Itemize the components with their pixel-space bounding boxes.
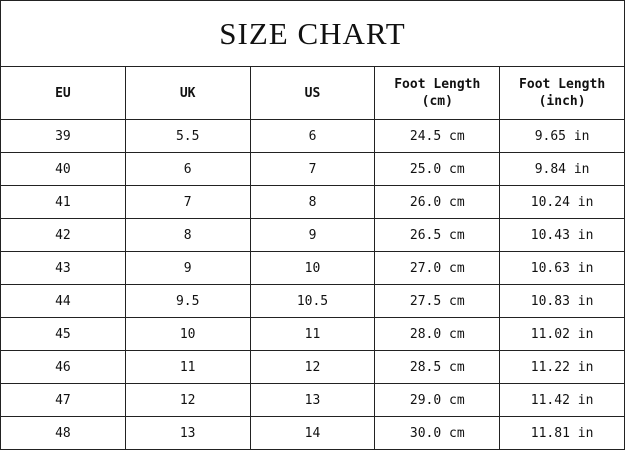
table-cell: 11 bbox=[249, 317, 376, 351]
table-cell: 39 bbox=[0, 119, 126, 153]
table-cell: 10.63 in bbox=[499, 251, 625, 285]
table-row: 46 11 12 28.5 cm 11.22 in bbox=[0, 350, 625, 384]
column-header: Foot Length (cm) bbox=[374, 66, 501, 120]
table-cell: 10.43 in bbox=[499, 218, 625, 252]
table-cell: 6 bbox=[249, 119, 376, 153]
table-cell: 8 bbox=[249, 185, 376, 219]
table-cell: 11 bbox=[124, 350, 251, 384]
header-line1: US bbox=[304, 85, 321, 101]
table-cell: 27.0 cm bbox=[374, 251, 501, 285]
table-cell: 11.02 in bbox=[499, 317, 625, 351]
table-cell: 10 bbox=[249, 251, 376, 285]
table-cell: 14 bbox=[249, 416, 376, 450]
table-cell: 11.81 in bbox=[499, 416, 625, 450]
table-cell: 13 bbox=[249, 383, 376, 417]
table-row: 39 5.5 6 24.5 cm 9.65 in bbox=[0, 119, 625, 153]
table-cell: 5.5 bbox=[124, 119, 251, 153]
table-cell: 12 bbox=[249, 350, 376, 384]
table-row: 47 12 13 29.0 cm 11.42 in bbox=[0, 383, 625, 417]
table-cell: 9 bbox=[249, 218, 376, 252]
table-cell: 8 bbox=[124, 218, 251, 252]
header-line2: (cm) bbox=[421, 94, 453, 109]
table-cell: 11.42 in bbox=[499, 383, 625, 417]
column-header: UK bbox=[124, 66, 251, 120]
table-cell: 42 bbox=[0, 218, 126, 252]
table-cell: 10.24 in bbox=[499, 185, 625, 219]
table-row: 40 6 7 25.0 cm 9.84 in bbox=[0, 152, 625, 186]
table-body: 39 5.5 6 24.5 cm 9.65 in 40 6 7 25.0 cm 9.84 in 41… bbox=[0, 119, 625, 450]
table-cell: 9 bbox=[124, 251, 251, 285]
table-row: 43 9 10 27.0 cm 10.63 in bbox=[0, 251, 625, 285]
table-row: 45 10 11 28.0 cm 11.02 in bbox=[0, 317, 625, 351]
table-cell: 44 bbox=[0, 284, 126, 318]
table-cell: 27.5 cm bbox=[374, 284, 501, 318]
table-cell: 30.0 cm bbox=[374, 416, 501, 450]
table-cell: 7 bbox=[249, 152, 376, 186]
table-cell: 11.22 in bbox=[499, 350, 625, 384]
table-cell: 6 bbox=[124, 152, 251, 186]
header-line1: EU bbox=[55, 85, 71, 101]
table-cell: 28.5 cm bbox=[374, 350, 501, 384]
table-cell: 46 bbox=[0, 350, 126, 384]
table-cell: 10.5 bbox=[249, 284, 376, 318]
table-cell: 47 bbox=[0, 383, 126, 417]
column-header: US bbox=[249, 66, 376, 120]
column-header: EU bbox=[0, 66, 126, 120]
header-line2: (inch) bbox=[538, 94, 586, 109]
header-row: EU UK US Foot Length (cm) Foot Length (inch) bbox=[0, 66, 625, 120]
table-cell: 40 bbox=[0, 152, 126, 186]
header-line1: UK bbox=[179, 85, 196, 101]
table-cell: 7 bbox=[124, 185, 251, 219]
table-cell: 9.5 bbox=[124, 284, 251, 318]
table-cell: 26.0 cm bbox=[374, 185, 501, 219]
table-cell: 29.0 cm bbox=[374, 383, 501, 417]
table-row: 41 7 8 26.0 cm 10.24 in bbox=[0, 185, 625, 219]
table-cell: 45 bbox=[0, 317, 126, 351]
table-cell: 43 bbox=[0, 251, 126, 285]
table-cell: 10.83 in bbox=[499, 284, 625, 318]
table-cell: 28.0 cm bbox=[374, 317, 501, 351]
header-line1: Foot Length bbox=[394, 77, 481, 92]
table-cell: 41 bbox=[0, 185, 126, 219]
table-cell: 48 bbox=[0, 416, 126, 450]
chart-title: SIZE CHART bbox=[0, 0, 625, 67]
table-row: 44 9.5 10.5 27.5 cm 10.83 in bbox=[0, 284, 625, 318]
table-cell: 12 bbox=[124, 383, 251, 417]
header-line1: Foot Length bbox=[519, 77, 606, 92]
table-row: 48 13 14 30.0 cm 11.81 in bbox=[0, 416, 625, 450]
table-cell: 26.5 cm bbox=[374, 218, 501, 252]
table-cell: 24.5 cm bbox=[374, 119, 501, 153]
table-cell: 13 bbox=[124, 416, 251, 450]
table-cell: 25.0 cm bbox=[374, 152, 501, 186]
table-cell: 9.65 in bbox=[499, 119, 625, 153]
table-cell: 9.84 in bbox=[499, 152, 625, 186]
table-cell: 10 bbox=[124, 317, 251, 351]
table-row: 42 8 9 26.5 cm 10.43 in bbox=[0, 218, 625, 252]
column-header: Foot Length (inch) bbox=[499, 66, 625, 120]
